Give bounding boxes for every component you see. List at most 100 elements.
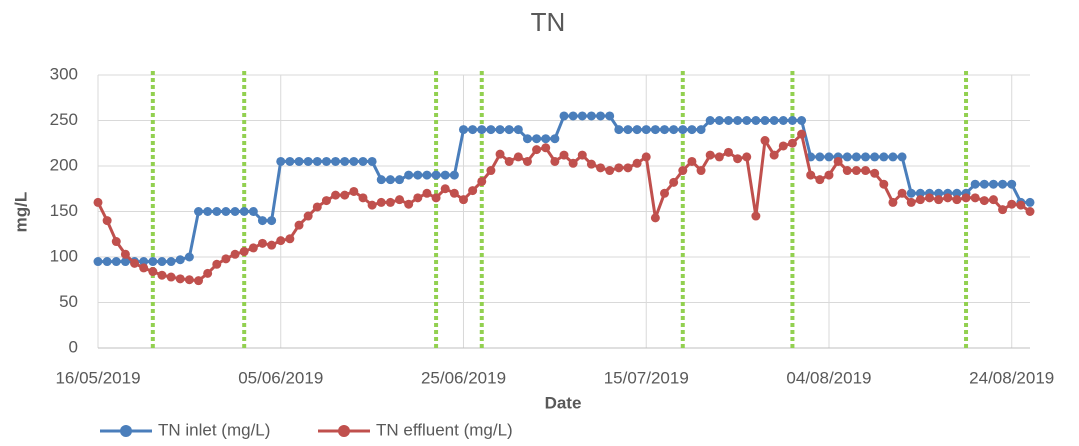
data-point bbox=[541, 143, 551, 153]
y-tick-label: 100 bbox=[50, 246, 78, 265]
data-point bbox=[148, 267, 158, 277]
data-point bbox=[998, 179, 1008, 189]
data-point bbox=[312, 156, 322, 166]
data-point bbox=[139, 263, 149, 273]
x-tick-label: 24/08/2019 bbox=[969, 368, 1054, 387]
x-tick-label: 25/06/2019 bbox=[421, 368, 506, 387]
data-point bbox=[906, 188, 916, 198]
y-axis-label: mg/L bbox=[11, 192, 30, 233]
data-point bbox=[93, 197, 103, 207]
data-point bbox=[641, 125, 651, 135]
data-point bbox=[212, 259, 222, 269]
data-point bbox=[321, 196, 331, 206]
data-point bbox=[824, 170, 834, 180]
data-point bbox=[952, 188, 962, 198]
data-point bbox=[851, 166, 861, 176]
data-point bbox=[687, 125, 697, 135]
data-point bbox=[486, 125, 496, 135]
data-point bbox=[669, 177, 679, 187]
data-point bbox=[778, 116, 788, 125]
data-point bbox=[532, 134, 542, 144]
data-point bbox=[340, 156, 350, 166]
data-point bbox=[979, 179, 989, 189]
data-point bbox=[797, 129, 807, 139]
data-point bbox=[760, 136, 770, 146]
data-point bbox=[194, 207, 204, 216]
data-point bbox=[751, 211, 761, 221]
data-point bbox=[623, 125, 633, 135]
data-point bbox=[870, 152, 880, 162]
data-point bbox=[915, 195, 925, 205]
data-point bbox=[166, 272, 176, 282]
data-point bbox=[879, 179, 889, 189]
data-point bbox=[723, 147, 733, 157]
data-point bbox=[842, 166, 852, 176]
data-point bbox=[522, 134, 532, 144]
data-point bbox=[385, 197, 395, 207]
data-point bbox=[586, 111, 596, 121]
data-point bbox=[650, 213, 660, 223]
data-point bbox=[915, 188, 925, 198]
data-point bbox=[184, 275, 194, 285]
data-point bbox=[705, 116, 715, 125]
data-point bbox=[632, 125, 642, 135]
data-point bbox=[1025, 207, 1035, 216]
data-point bbox=[696, 125, 706, 135]
data-point bbox=[221, 254, 231, 264]
data-point bbox=[285, 156, 295, 166]
data-point bbox=[175, 255, 185, 265]
x-tick-label: 04/08/2019 bbox=[786, 368, 871, 387]
data-point bbox=[897, 188, 907, 198]
data-point bbox=[422, 188, 432, 198]
data-point bbox=[148, 257, 158, 267]
data-point bbox=[723, 116, 733, 125]
data-point bbox=[806, 170, 816, 180]
data-point bbox=[504, 125, 514, 135]
data-point bbox=[678, 125, 688, 135]
data-point bbox=[678, 166, 688, 176]
legend-label: TN effluent (mg/L) bbox=[376, 420, 513, 439]
data-point bbox=[449, 170, 459, 180]
data-point bbox=[385, 175, 395, 185]
data-point bbox=[623, 163, 633, 173]
data-point bbox=[769, 150, 779, 160]
data-point bbox=[988, 195, 998, 205]
data-point bbox=[166, 257, 176, 267]
data-point bbox=[605, 166, 615, 176]
data-point bbox=[842, 152, 852, 162]
data-point bbox=[513, 152, 523, 162]
data-point bbox=[742, 116, 752, 125]
data-point bbox=[851, 152, 861, 162]
data-point bbox=[596, 163, 606, 173]
data-point bbox=[714, 152, 724, 162]
data-point bbox=[760, 116, 770, 125]
data-point bbox=[934, 188, 944, 198]
data-point bbox=[221, 207, 231, 216]
data-point bbox=[111, 257, 121, 267]
data-point bbox=[998, 205, 1008, 215]
data-point bbox=[230, 249, 240, 259]
data-point bbox=[888, 197, 898, 207]
data-point bbox=[559, 150, 569, 160]
data-point bbox=[650, 125, 660, 135]
y-tick-label: 300 bbox=[50, 64, 78, 83]
data-point bbox=[787, 116, 797, 125]
data-point bbox=[705, 150, 715, 160]
data-point bbox=[888, 152, 898, 162]
data-point bbox=[367, 200, 377, 210]
data-point bbox=[331, 156, 341, 166]
data-point bbox=[111, 237, 121, 247]
data-point bbox=[267, 216, 277, 226]
x-axis-label: Date bbox=[545, 393, 582, 412]
y-tick-label: 0 bbox=[69, 337, 78, 356]
data-point bbox=[586, 159, 596, 169]
data-point bbox=[458, 125, 468, 135]
data-point bbox=[861, 166, 871, 176]
data-point bbox=[248, 243, 258, 253]
data-point bbox=[1025, 197, 1035, 207]
data-point bbox=[897, 152, 907, 162]
data-point bbox=[422, 170, 432, 180]
data-point bbox=[733, 116, 743, 125]
y-tick-label: 50 bbox=[59, 292, 78, 311]
data-point bbox=[870, 168, 880, 178]
